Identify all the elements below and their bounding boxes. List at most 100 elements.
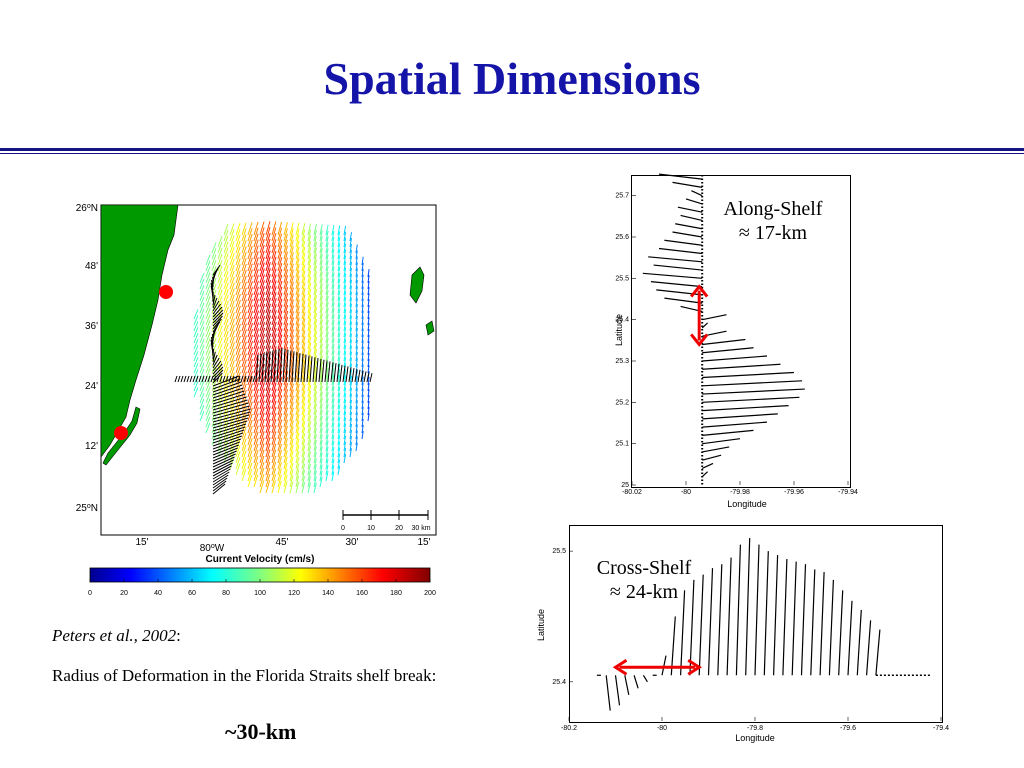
velocity-vector <box>361 286 364 296</box>
along-shelf-transect-vector <box>212 318 222 330</box>
velocity-vector <box>301 408 306 422</box>
cross-shelf-transect-vector <box>201 375 205 383</box>
velocity-vector <box>259 339 265 356</box>
velocity-vector <box>271 233 277 248</box>
lat-label-12: 12' <box>85 441 98 452</box>
velocity-vector <box>265 268 271 284</box>
velocity-vector <box>265 418 271 434</box>
cross-shelf-vector <box>735 544 741 676</box>
velocity-vector <box>355 322 358 332</box>
velocity-vector <box>277 328 283 344</box>
velocity-vector <box>337 374 341 386</box>
velocity-vector <box>325 242 329 254</box>
along-shelf-vector <box>702 429 754 436</box>
velocity-vector <box>355 298 358 308</box>
velocity-vector <box>253 413 259 428</box>
velocity-vector <box>349 255 352 266</box>
velocity-vector <box>307 336 312 350</box>
velocity-vector <box>313 367 318 380</box>
velocity-vector <box>289 269 294 284</box>
velocity-vector <box>295 451 300 464</box>
along-shelf-transect-vector <box>212 264 221 276</box>
velocity-vector <box>337 338 341 350</box>
velocity-vector <box>223 445 229 458</box>
velocity-vector <box>265 437 271 452</box>
velocity-vector <box>241 275 247 290</box>
velocity-vector <box>331 296 335 308</box>
velocity-vector <box>349 238 352 248</box>
scale-label-10: 10 <box>367 525 375 532</box>
velocity-vector <box>247 462 253 476</box>
velocity-vector <box>205 344 211 356</box>
cross-shelf-transect-vector <box>318 358 322 383</box>
velocity-vector <box>277 334 283 350</box>
velocity-vector <box>355 274 358 284</box>
velocity-vector <box>325 254 329 266</box>
station-marker-south <box>114 426 128 440</box>
cross-shelf-transect-vector <box>177 375 181 383</box>
velocity-vector <box>265 381 271 398</box>
velocity-vector <box>253 251 259 266</box>
velocity-vector <box>295 299 300 314</box>
velocity-vector <box>277 419 283 434</box>
velocity-vector <box>271 382 277 398</box>
cross-shelf-transect-vector <box>189 375 193 383</box>
velocity-vector <box>253 334 259 350</box>
cross-shelf-xlabel: Longitude <box>735 733 775 743</box>
velocity-vector <box>337 459 341 470</box>
velocity-vector <box>337 441 341 452</box>
velocity-vector <box>331 410 335 422</box>
velocity-vector <box>301 306 306 320</box>
velocity-vector <box>361 424 364 434</box>
velocity-vector <box>271 455 277 470</box>
velocity-vector <box>325 440 329 452</box>
colorbar-tick-label: 60 <box>188 590 196 597</box>
velocity-vector <box>325 446 329 458</box>
velocity-vector <box>205 308 211 320</box>
velocity-vector <box>253 462 259 476</box>
velocity-vector <box>253 431 259 446</box>
velocity-vector <box>283 462 288 476</box>
velocity-vector <box>355 346 358 356</box>
velocity-vector <box>355 382 358 392</box>
velocity-vector <box>241 359 247 374</box>
velocity-vector <box>253 401 259 416</box>
velocity-vector <box>283 401 289 416</box>
along-shelf-vector <box>701 471 709 478</box>
velocity-vector <box>289 389 294 404</box>
velocity-vector <box>289 263 294 278</box>
velocity-vector <box>337 225 341 236</box>
cross-shelf-transect-vector <box>282 348 286 383</box>
velocity-vector <box>355 406 358 416</box>
colorbar-tick-label: 20 <box>120 590 128 597</box>
along-shelf-transect-vector <box>212 399 248 411</box>
velocity-vector <box>319 409 323 422</box>
velocity-vector <box>217 421 223 434</box>
velocity-vector <box>325 398 329 410</box>
along-shelf-plot: 25 25.1 25.2 25.3 25.4 25.5 25.6 25.7 -80.02 -80 -… <box>614 173 858 509</box>
velocity-vector <box>253 388 259 404</box>
cross-shelf-vector <box>614 675 621 706</box>
velocity-vector <box>343 303 347 314</box>
velocity-vector <box>229 241 235 254</box>
velocity-vector <box>247 340 253 356</box>
velocity-vector <box>223 259 229 272</box>
velocity-vector <box>283 468 288 482</box>
velocity-vector <box>295 377 300 392</box>
velocity-vector <box>319 446 323 458</box>
along-shelf-transect-vector <box>212 471 230 483</box>
velocity-vector <box>337 278 341 290</box>
velocity-vector <box>319 265 323 278</box>
cross-shelf-transect-vector <box>297 353 301 383</box>
velocity-vector <box>217 385 223 398</box>
velocity-vector <box>331 453 335 464</box>
velocity-vector <box>241 234 247 248</box>
along-shelf-vector <box>691 190 703 197</box>
cross-shelf-transect-vector <box>369 373 373 383</box>
cross-shelf-transect-vector <box>345 366 349 383</box>
velocity-vector <box>277 233 283 248</box>
velocity-vector <box>301 318 306 332</box>
cross-shelf-vector <box>773 555 779 676</box>
velocity-vector <box>253 474 259 488</box>
velocity-vector <box>211 242 217 254</box>
